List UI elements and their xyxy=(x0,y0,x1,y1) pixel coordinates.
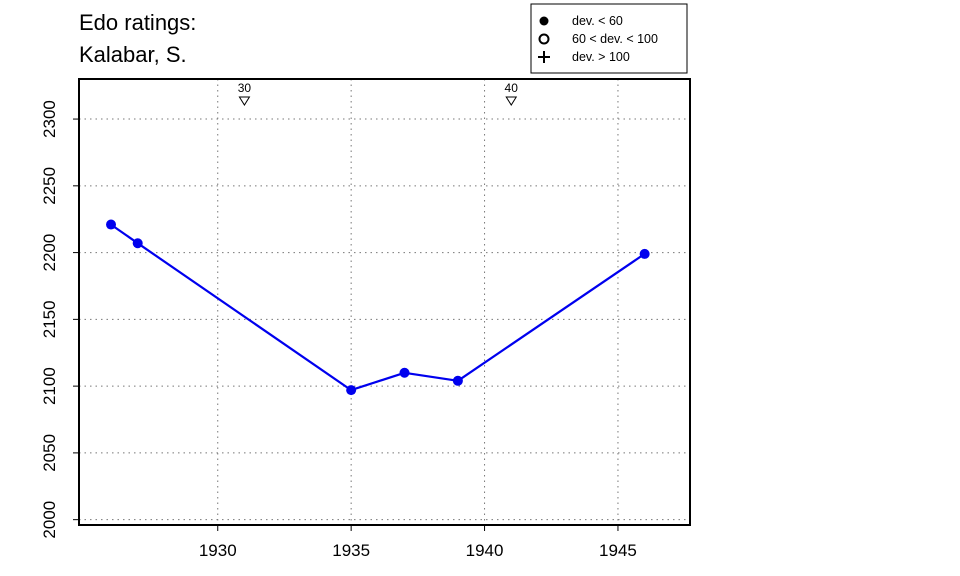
y-tick-label: 2050 xyxy=(40,434,59,472)
down-triangle-icon xyxy=(238,96,251,106)
x-tick-label: 1945 xyxy=(599,541,637,560)
annotation-label: 30 xyxy=(238,81,252,95)
annotation-label: 40 xyxy=(505,81,519,95)
open-circle-icon xyxy=(538,33,550,45)
data-point xyxy=(452,375,463,386)
data-point xyxy=(346,385,357,396)
legend-box xyxy=(530,3,688,74)
plus-icon xyxy=(538,51,550,63)
down-triangle-icon xyxy=(505,96,518,106)
plot-frame xyxy=(78,78,691,526)
y-tick-label: 2200 xyxy=(40,234,59,272)
data-point xyxy=(106,219,117,230)
data-point xyxy=(132,238,143,249)
y-tick-label: 2250 xyxy=(40,167,59,205)
y-tick-label: 2150 xyxy=(40,300,59,338)
legend: dev. < 60 60 < dev. < 100 dev. > 100 xyxy=(530,3,688,74)
y-tick-label: 2100 xyxy=(40,367,59,405)
chart-title: Edo ratings: xyxy=(79,10,196,35)
y-axis: 2000 2050 2100 2150 2200 2250 2300 xyxy=(40,100,79,539)
legend-entry-dev-60-100: 60 < dev. < 100 xyxy=(572,32,658,46)
x-tick-label: 1935 xyxy=(332,541,370,560)
x-axis: 1930 1935 1940 1945 xyxy=(199,525,637,560)
series-line xyxy=(110,223,646,392)
x-tick-label: 1940 xyxy=(466,541,504,560)
rating-series xyxy=(106,219,650,396)
data-point xyxy=(399,367,410,378)
legend-entry-dev-above-100: dev. > 100 xyxy=(572,50,630,64)
data-point xyxy=(639,248,650,259)
filled-circle-icon xyxy=(539,16,549,26)
legend-entry-dev-below-60: dev. < 60 xyxy=(572,14,623,28)
x-tick-label: 1930 xyxy=(199,541,237,560)
annotations: 30 40 xyxy=(238,81,519,106)
y-tick-label: 2300 xyxy=(40,100,59,138)
chart-subtitle: Kalabar, S. xyxy=(79,42,187,67)
y-tick-label: 2000 xyxy=(40,501,59,539)
grid xyxy=(79,79,690,525)
